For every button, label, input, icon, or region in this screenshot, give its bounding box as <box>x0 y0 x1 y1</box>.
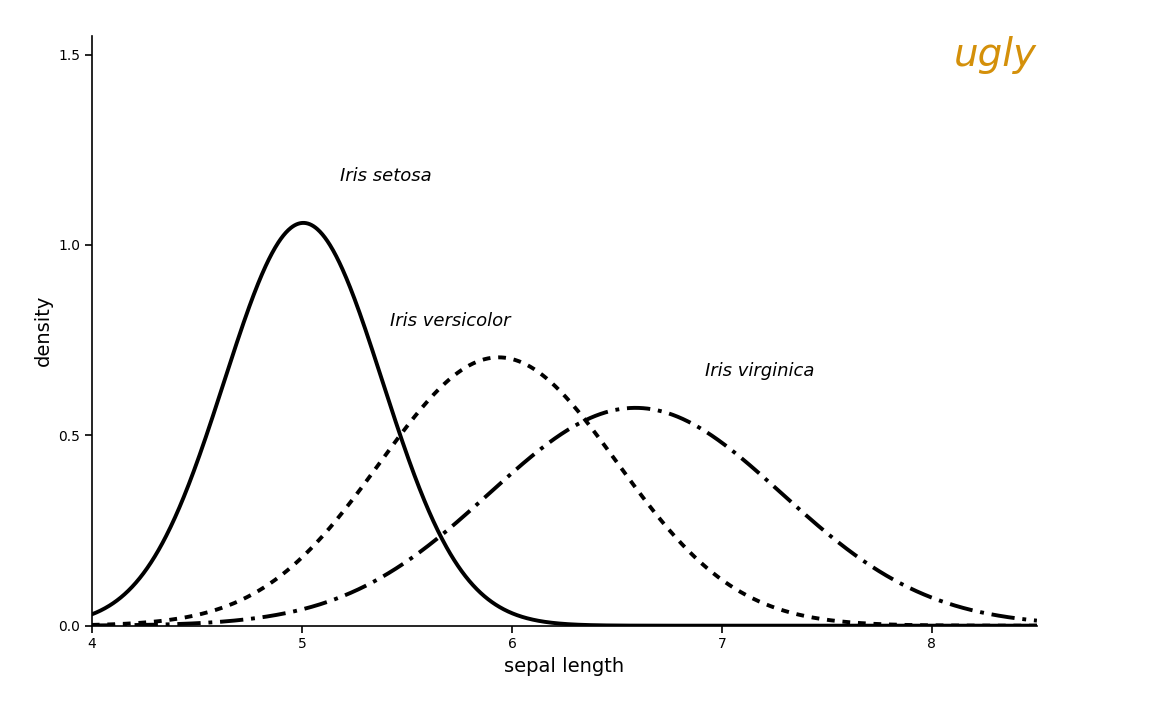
Text: Iris versicolor: Iris versicolor <box>391 312 510 330</box>
X-axis label: sepal length: sepal length <box>505 657 624 676</box>
Text: Iris setosa: Iris setosa <box>340 167 432 186</box>
Text: ugly: ugly <box>954 36 1037 73</box>
Text: Iris virginica: Iris virginica <box>705 362 814 380</box>
Y-axis label: density: density <box>33 295 53 366</box>
